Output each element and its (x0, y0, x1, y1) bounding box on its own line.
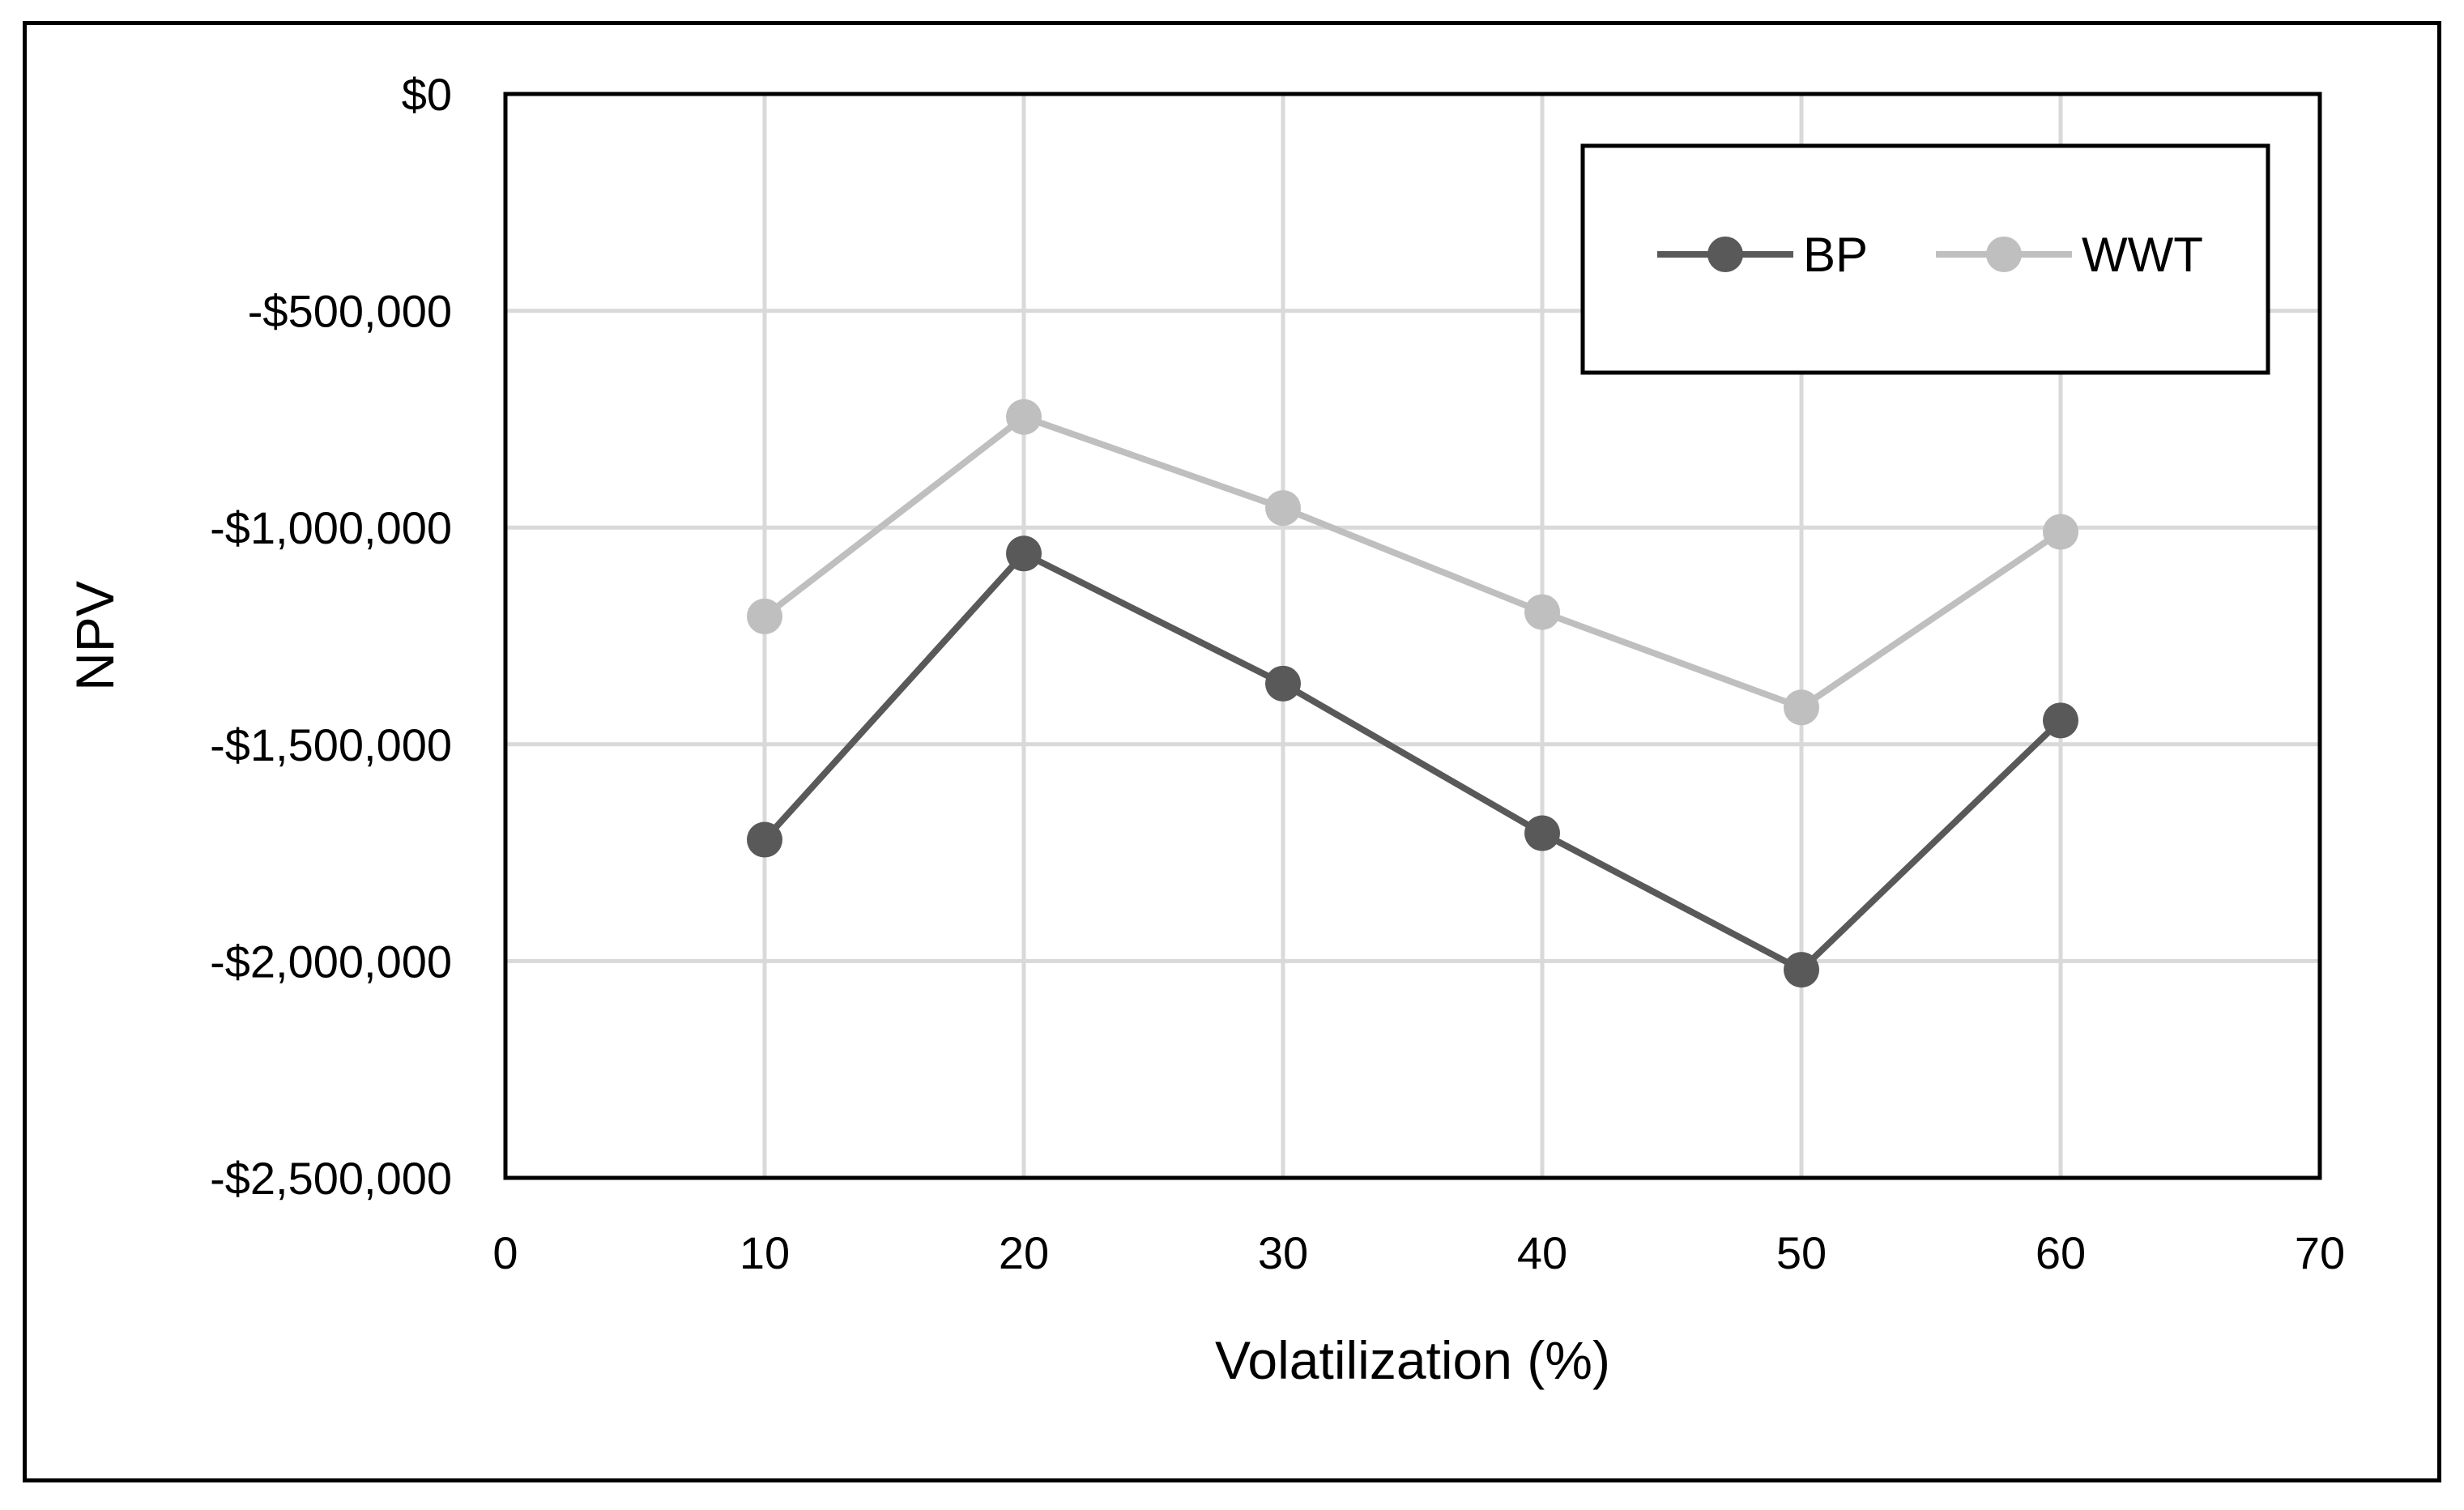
legend-marker-bp (1707, 237, 1743, 272)
y-tick-label: -$1,500,000 (210, 719, 452, 770)
x-tick-label: 60 (2036, 1227, 2086, 1278)
legend-label-bp: BP (1803, 228, 1868, 282)
x-axis-title: Volatilization (%) (1215, 1330, 1610, 1390)
y-axis-title: NPV (65, 581, 125, 691)
data-point-bp (2043, 702, 2078, 739)
x-tick-label: 30 (1258, 1227, 1308, 1278)
y-tick-labels: $0 -$500,000 -$1,000,000 -$1,500,000 -$2,000… (210, 69, 452, 1204)
x-tick-label: 40 (1517, 1227, 1567, 1278)
x-tick-label: 50 (1776, 1227, 1827, 1278)
data-point-wwt (1006, 399, 1042, 435)
legend-label-wwt: WWT (2082, 228, 2203, 282)
y-tick-label: -$1,000,000 (210, 502, 452, 553)
x-tick-label: 10 (740, 1227, 790, 1278)
data-series (747, 399, 2078, 988)
y-tick-label: -$2,500,000 (210, 1153, 452, 1204)
x-tick-labels: 0 10 20 30 40 50 60 70 (492, 1227, 2345, 1278)
y-tick-label: -$500,000 (248, 286, 452, 337)
y-tick-label: -$2,000,000 (210, 936, 452, 987)
data-point-bp (1265, 665, 1301, 702)
data-point-wwt (2043, 514, 2078, 550)
legend-box (1580, 143, 2270, 375)
legend-marker-wwt (1986, 237, 2022, 272)
data-point-bp (747, 821, 782, 858)
x-tick-label: 20 (999, 1227, 1049, 1278)
data-point-wwt (1784, 689, 1819, 726)
data-point-bp (1524, 815, 1560, 851)
data-point-wwt (747, 598, 782, 634)
y-tick-label: $0 (402, 69, 452, 120)
series-line-bp (762, 550, 2063, 974)
data-point-bp (1784, 952, 1819, 988)
plot-area (503, 92, 2322, 1180)
x-tick-label: 70 (2295, 1227, 2345, 1278)
data-point-bp (1006, 535, 1042, 572)
x-tick-label: 0 (492, 1227, 518, 1278)
legend: BP WWT (1580, 143, 2270, 375)
data-point-wwt (1524, 594, 1560, 630)
series-line-wwt (762, 413, 2063, 711)
data-point-wwt (1265, 490, 1301, 527)
